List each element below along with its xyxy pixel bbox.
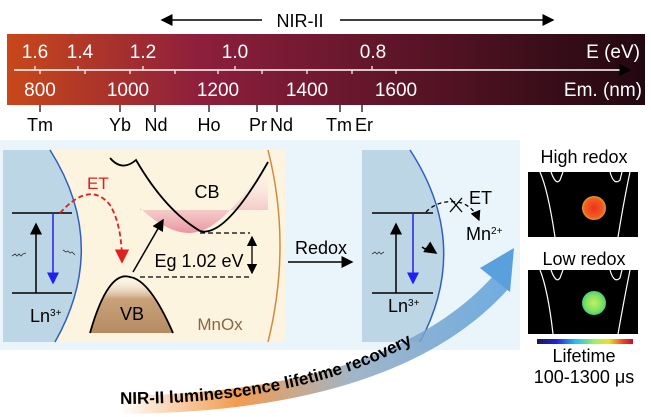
- redox-label: Redox: [295, 238, 347, 258]
- colorbar-label: Lifetime: [552, 346, 615, 366]
- emission-tick: 800: [24, 80, 56, 101]
- ln-ion-label: Ln3+: [30, 306, 62, 326]
- emission-axis-label: Em. (nm): [564, 80, 642, 101]
- energy-tick: 1.6: [22, 42, 48, 63]
- et-label: ET: [469, 188, 492, 208]
- mn-ion-label: Mn2+: [466, 224, 503, 244]
- emission-tick: 1600: [375, 80, 417, 101]
- element-label: Ho: [197, 115, 220, 135]
- vb-label: VB: [120, 304, 144, 324]
- lifetime-colorbar: [537, 339, 633, 344]
- ln-ion-label: Ln3+: [388, 296, 420, 316]
- bandgap-label: Eg 1.02 eV: [154, 251, 243, 271]
- element-label: Tm: [27, 115, 53, 135]
- energy-tick: 0.8: [360, 42, 386, 63]
- right-panel: Ln3+ ET Mn2+: [362, 149, 503, 343]
- high-redox-label: High redox: [540, 147, 627, 167]
- element-label: Er: [355, 115, 373, 135]
- emission-tick: 1200: [197, 80, 239, 101]
- cb-label: CB: [194, 182, 219, 202]
- material-label: MnOx: [197, 315, 243, 334]
- element-label: Tm: [326, 115, 352, 135]
- nir-ii-label: NIR-II: [277, 11, 324, 31]
- et-label: ET: [87, 174, 109, 193]
- energy-tick: 1.4: [67, 42, 94, 63]
- left-panel: Ln3+ ET CB VB Eg 1.02 eV MnOx: [3, 149, 285, 343]
- emission-tick: 1000: [107, 80, 149, 101]
- lifetime-images: High redox Low redox Lifetime 100-1300 μ…: [528, 147, 638, 387]
- element-label: Pr: [249, 115, 267, 135]
- colorbar-range: 100-1300 μs: [534, 367, 634, 387]
- element-label: Nd: [270, 115, 293, 135]
- low-redox-label: Low redox: [542, 249, 625, 269]
- element-label: Nd: [144, 115, 167, 135]
- spectrum-bar: NIR-II 1.6 1.4 1.2 1.0 0.8 E (eV) 800 10…: [7, 11, 645, 135]
- emission-tick: 1400: [286, 80, 328, 101]
- element-label: Yb: [109, 115, 131, 135]
- energy-tick: 1.0: [222, 42, 248, 63]
- energy-tick: 1.2: [130, 42, 156, 63]
- energy-axis-label: E (eV): [586, 42, 640, 63]
